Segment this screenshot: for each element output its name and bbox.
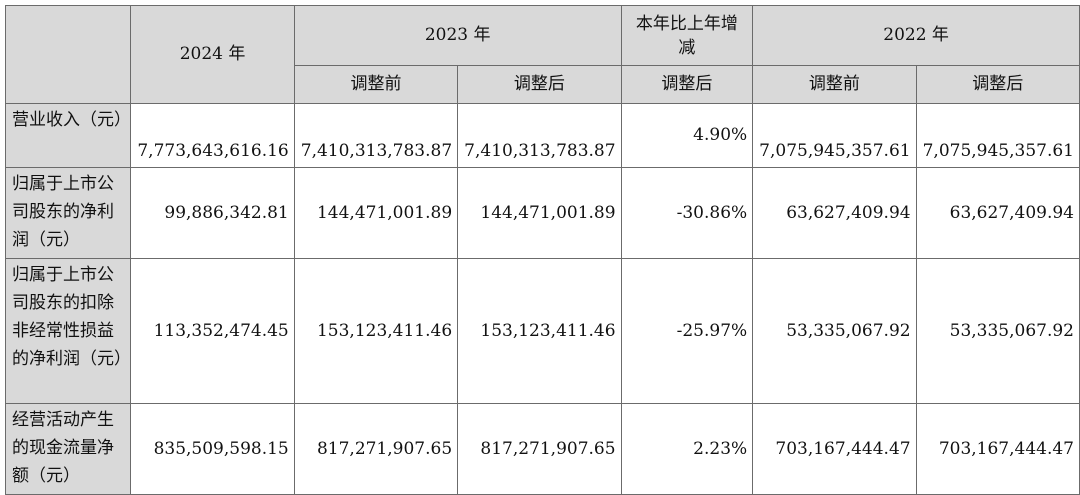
cell-2023-before: 153,123,411.46 <box>293 258 459 404</box>
table-row-revenue: 营业收入（元） 7,773,643,616.16 7,410,313,783.8… <box>4 103 1080 168</box>
table-row-net-profit-excl-nonrecurring: 归属于上市公司股东的扣除非经常性损益的净利润（元） 113,352,474.45… <box>4 258 1080 404</box>
cell-2023-after: 153,123,411.46 <box>457 258 622 404</box>
header-2024: 2024 年 <box>130 5 295 104</box>
cell-2023-before: 7,410,313,783.87 <box>293 103 459 168</box>
corner-cell <box>4 5 132 104</box>
row-label-net-profit-excl-nonrecurring: 归属于上市公司股东的扣除非经常性损益的净利润（元） <box>4 258 132 404</box>
cell-2024: 835,509,598.15 <box>130 403 295 495</box>
row-label-operating-cash-flow: 经营活动产生的现金流量净额（元） <box>4 403 132 495</box>
cell-2024: 7,773,643,616.16 <box>130 103 295 168</box>
cell-2023-after: 7,410,313,783.87 <box>457 103 622 168</box>
cell-2024: 99,886,342.81 <box>130 167 295 259</box>
subheader-2022-before: 调整前 <box>752 65 917 104</box>
cell-2022-before: 703,167,444.47 <box>752 403 917 495</box>
cell-yoy: 4.90% <box>620 103 754 168</box>
header-yoy-change: 本年比上年增减 <box>620 5 754 66</box>
subheader-2023-after: 调整后 <box>457 65 622 104</box>
cell-2024: 113,352,474.45 <box>130 258 295 404</box>
cell-yoy: -25.97% <box>620 258 754 404</box>
cell-2023-after: 817,271,907.65 <box>457 403 622 495</box>
table-row-operating-cash-flow: 经营活动产生的现金流量净额（元） 835,509,598.15 817,271,… <box>4 403 1080 495</box>
cell-2022-before: 63,627,409.94 <box>752 167 917 259</box>
cell-yoy: 2.23% <box>620 403 754 495</box>
cell-2023-after: 144,471,001.89 <box>457 167 622 259</box>
cell-2022-after: 7,075,945,357.61 <box>915 103 1080 168</box>
subheader-2023-before: 调整前 <box>293 65 459 104</box>
cell-2022-after: 703,167,444.47 <box>915 403 1080 495</box>
cell-2023-before: 817,271,907.65 <box>293 403 459 495</box>
row-label-net-profit: 归属于上市公司股东的净利润（元） <box>4 167 132 259</box>
subheader-yoy-after: 调整后 <box>620 65 754 104</box>
cell-2022-after: 53,335,067.92 <box>915 258 1080 404</box>
header-2022: 2022 年 <box>752 5 1080 66</box>
subheader-2022-after: 调整后 <box>915 65 1080 104</box>
cell-2023-before: 144,471,001.89 <box>293 167 459 259</box>
header-2023: 2023 年 <box>293 5 622 66</box>
row-label-revenue: 营业收入（元） <box>4 103 132 168</box>
financial-data-table: 2024 年 2023 年 本年比上年增减 2022 年 调整前 调整后 调整后… <box>4 5 1080 495</box>
table-row-net-profit: 归属于上市公司股东的净利润（元） 99,886,342.81 144,471,0… <box>4 167 1080 259</box>
cell-yoy: -30.86% <box>620 167 754 259</box>
cell-2022-after: 63,627,409.94 <box>915 167 1080 259</box>
cell-2022-before: 53,335,067.92 <box>752 258 917 404</box>
cell-2022-before: 7,075,945,357.61 <box>752 103 917 168</box>
